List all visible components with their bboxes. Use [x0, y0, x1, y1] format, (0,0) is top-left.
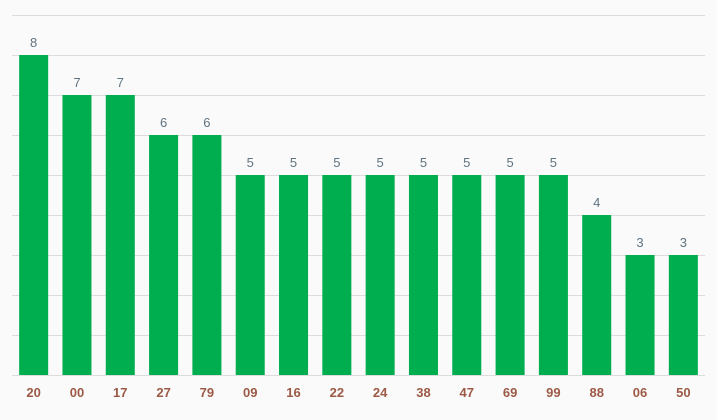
bar-99[interactable]: [538, 175, 568, 375]
category-label: 22: [330, 385, 344, 400]
bar-69[interactable]: [495, 175, 525, 375]
value-label: 5: [247, 155, 254, 170]
category-label: 17: [113, 385, 127, 400]
value-label: 8: [30, 35, 37, 50]
bar-50[interactable]: [668, 255, 698, 375]
value-label: 6: [203, 115, 210, 130]
value-label: 5: [506, 155, 513, 170]
bar-00[interactable]: [62, 95, 92, 375]
value-label: 5: [420, 155, 427, 170]
category-label: 00: [70, 385, 84, 400]
value-label: 3: [636, 235, 643, 250]
category-label: 79: [200, 385, 214, 400]
category-label: 20: [26, 385, 40, 400]
category-label: 88: [589, 385, 603, 400]
category-label: 38: [416, 385, 430, 400]
bar-22[interactable]: [322, 175, 352, 375]
category-label: 16: [286, 385, 300, 400]
category-label: 06: [633, 385, 647, 400]
category-label: 09: [243, 385, 257, 400]
value-label: 6: [160, 115, 167, 130]
bar-16[interactable]: [279, 175, 309, 375]
bar-27[interactable]: [149, 135, 179, 375]
bars: [19, 55, 698, 375]
bar-20[interactable]: [19, 55, 49, 375]
category-labels: 20 00 17 27 79 09 16 22 24 38 47 69 99 88 06 50: [26, 385, 690, 400]
value-label: 7: [73, 75, 80, 90]
bar-47[interactable]: [452, 175, 482, 375]
value-label: 5: [333, 155, 340, 170]
category-label: 47: [460, 385, 474, 400]
value-label: 4: [593, 195, 600, 210]
bar-38[interactable]: [408, 175, 438, 375]
bar-09[interactable]: [235, 175, 265, 375]
category-label: 99: [546, 385, 560, 400]
bar-79[interactable]: [192, 135, 222, 375]
category-label: 27: [156, 385, 170, 400]
bar-17[interactable]: [105, 95, 135, 375]
value-label: 5: [463, 155, 470, 170]
bar-88[interactable]: [582, 215, 612, 375]
category-label: 69: [503, 385, 517, 400]
bar-24[interactable]: [365, 175, 395, 375]
value-label: 5: [290, 155, 297, 170]
value-label: 5: [550, 155, 557, 170]
value-label: 3: [680, 235, 687, 250]
value-label: 7: [117, 75, 124, 90]
value-labels: 8 7 7 6 6 5 5 5 5 5 5 5 5 4 3 3: [30, 35, 687, 250]
bar-06[interactable]: [625, 255, 655, 375]
category-label: 50: [676, 385, 690, 400]
value-label: 5: [377, 155, 384, 170]
category-label: 24: [373, 385, 388, 400]
